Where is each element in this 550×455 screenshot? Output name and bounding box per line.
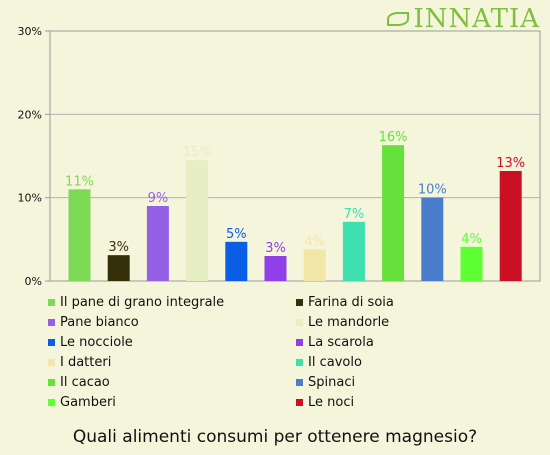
bar [225, 241, 248, 281]
bar-value-label: 4% [461, 232, 482, 247]
logo-text: INNATIA [413, 4, 540, 34]
legend-item: Il pane di grano integrale [48, 292, 296, 312]
legend-label: Farina di soia [308, 294, 394, 310]
bar-value-label: 5% [226, 227, 247, 242]
y-tick-label: 30% [18, 25, 42, 38]
legend-swatch [48, 338, 55, 346]
bar [421, 197, 444, 281]
legend-swatch [48, 398, 55, 406]
leaf-icon [387, 12, 410, 26]
legend-label: Il cavolo [308, 354, 362, 370]
legend: Il pane di grano integrale Farina di soia… [48, 292, 538, 412]
legend-label: I datteri [60, 354, 112, 370]
y-tick-label: 0% [25, 275, 42, 288]
y-tick-label: 10% [18, 192, 42, 205]
y-axis-ticks: 0% 10% 20% 30% [18, 25, 50, 288]
bar [186, 160, 209, 281]
bar-value-label: 16% [379, 130, 408, 145]
legend-item: Le noci [296, 392, 538, 412]
gridlines [50, 113, 540, 199]
legend-label: Il cacao [60, 374, 110, 390]
legend-item: Il cavolo [296, 352, 538, 372]
bar-value-label: 3% [265, 241, 286, 256]
legend-item: Le mandorle [296, 312, 538, 332]
bar-value-label: 11% [65, 174, 94, 189]
legend-item: Farina di soia [296, 292, 538, 312]
bar [342, 221, 365, 281]
bar [499, 171, 522, 281]
legend-swatch [48, 378, 55, 386]
bars [68, 145, 522, 281]
bar [68, 189, 91, 281]
bar [146, 206, 169, 281]
bar-value-label: 9% [148, 191, 169, 206]
legend-label: Il pane di grano integrale [60, 294, 225, 310]
chart-title: Quali alimenti consumi per ottenere magn… [72, 427, 478, 447]
innatia-logo: INNATIA [383, 4, 540, 34]
legend-swatch [296, 338, 303, 346]
bar-value-label: 15% [183, 145, 212, 160]
legend-swatch [296, 358, 303, 366]
legend-item: La scarola [296, 332, 538, 352]
legend-swatch [48, 358, 55, 366]
legend-swatch [48, 318, 55, 326]
bar [382, 145, 405, 281]
bar-value-label: 13% [496, 156, 525, 171]
legend-label: Le nocciole [60, 334, 133, 350]
legend-label: Gamberi [60, 394, 116, 410]
legend-swatch [296, 378, 303, 386]
plot-area [49, 30, 541, 282]
legend-item: I datteri [48, 352, 296, 372]
y-tick-label: 20% [18, 108, 42, 121]
legend-label: Le noci [308, 394, 355, 410]
legend-swatch [296, 298, 303, 306]
bar [107, 255, 130, 281]
legend-item: Le nocciole [48, 332, 296, 352]
legend-item: Pane bianco [48, 312, 296, 332]
legend-label: Le mandorle [308, 314, 390, 330]
bar-value-labels: 11% 3% 9% 15% 5% 3% 4% 7% 16% 10% 4% 13% [65, 130, 525, 256]
bar-value-label: 7% [344, 207, 365, 222]
legend-swatch [48, 298, 55, 306]
bar [303, 249, 326, 281]
bar [460, 246, 483, 281]
legend-label: Pane bianco [60, 314, 139, 330]
bar-value-label: 4% [304, 234, 325, 249]
legend-item: Il cacao [48, 372, 296, 392]
legend-item: Gamberi [48, 392, 296, 412]
legend-swatch [296, 398, 303, 406]
bar-value-label: 3% [108, 240, 129, 255]
bar-chart: 0% 10% 20% 30% 11% 3% 9% 15% 5% 3% 4% 7% 16% 10% 4% 13… [18, 25, 541, 288]
legend-item: Spinaci [296, 372, 538, 392]
bar-value-label: 10% [418, 183, 447, 198]
legend-label: Spinaci [308, 374, 356, 390]
legend-label: La scarola [308, 334, 374, 350]
bar [264, 256, 287, 281]
legend-swatch [296, 318, 303, 326]
